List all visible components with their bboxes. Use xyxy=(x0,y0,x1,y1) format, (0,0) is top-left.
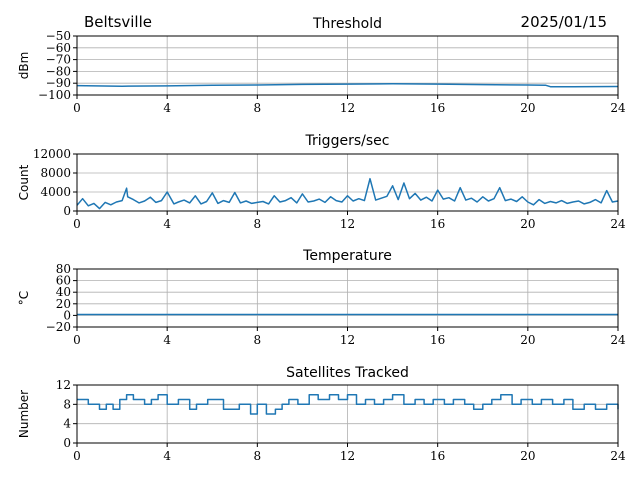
panel-1-y-tick-label-0: −100 xyxy=(38,88,71,102)
panel-2-x-tick-label-6: 24 xyxy=(610,217,626,231)
panel-4-series-line-0 xyxy=(77,393,619,415)
panel-2-x-tick-label-4: 16 xyxy=(430,217,445,231)
panel-2-x-tick-label-3: 12 xyxy=(340,217,355,231)
panel-4-x-tick-label-5: 20 xyxy=(520,449,535,463)
panel-1-x-tick-label-4: 16 xyxy=(430,101,445,115)
panel-4-x-tick-label-0: 0 xyxy=(73,449,81,463)
panel-3-y-tick-label-1: 0 xyxy=(63,308,71,322)
panel-2-x-tick-label-2: 8 xyxy=(254,217,262,231)
panel-4-x-tick-label-4: 16 xyxy=(430,449,445,463)
panel-3-y-tick-label-3: 40 xyxy=(56,285,71,299)
panel-4-y-tick-label-2: 8 xyxy=(63,397,71,411)
panel-1-title: Threshold xyxy=(312,16,382,32)
panel-1-x-tick-label-0: 0 xyxy=(73,101,81,115)
panel-2-y-tick-label-2: 8000 xyxy=(40,166,71,180)
panel-4-y-tick-label-1: 4 xyxy=(63,417,71,431)
panel-2-y-tick-label-0: 0 xyxy=(63,204,71,218)
panel-4-x-tick-label-1: 4 xyxy=(163,449,171,463)
panel-1-y-tick-label-3: −70 xyxy=(46,53,71,67)
panel-3-x-tick-label-5: 20 xyxy=(520,333,535,347)
panel-3-x-tick-label-3: 12 xyxy=(340,333,355,347)
panel-2-y-axis-label: Count xyxy=(17,164,31,200)
station-name: Beltsville xyxy=(84,13,152,31)
panel-3-x-tick-label-6: 24 xyxy=(610,333,626,347)
panel-3-y-tick-label-5: 80 xyxy=(56,262,71,276)
panel-1-y-tick-label-1: −90 xyxy=(46,76,71,90)
panel-2-title: Triggers/sec xyxy=(305,133,390,149)
panel-3-y-axis-label: °C xyxy=(17,291,31,305)
panel-3-y-tick-label-2: 20 xyxy=(56,297,71,311)
panel-1-y-tick-label-5: −50 xyxy=(46,29,71,43)
panel-3-x-tick-label-1: 4 xyxy=(163,333,171,347)
panel-4-title: Satellites Tracked xyxy=(286,365,409,381)
panel-3-y-tick-label-4: 60 xyxy=(56,274,71,288)
panel-1-y-axis-label: dBm xyxy=(17,52,31,80)
panel-3-x-tick-label-4: 16 xyxy=(430,333,445,347)
panel-2-series-line-0 xyxy=(76,177,619,210)
panel-4-x-tick-label-6: 24 xyxy=(610,449,626,463)
panel-4-y-axis-label: Number xyxy=(17,390,31,438)
panel-4-y-tick-label-0: 0 xyxy=(63,436,71,450)
panel-2-y-tick-label-3: 12000 xyxy=(33,147,71,161)
panel-1-x-tick-label-2: 8 xyxy=(254,101,262,115)
panel-1-x-tick-label-6: 24 xyxy=(610,101,626,115)
panel-3-y-tick-label-0: −20 xyxy=(46,320,71,334)
panel-3-title: Temperature xyxy=(302,248,392,264)
panel-2-x-tick-label-1: 4 xyxy=(163,217,171,231)
date-label: 2025/01/15 xyxy=(520,13,607,31)
panel-1-x-tick-label-5: 20 xyxy=(520,101,535,115)
panel-2-y-tick-label-1: 4000 xyxy=(40,185,71,199)
panel-2-x-tick-label-5: 20 xyxy=(520,217,535,231)
panel-4-x-tick-label-2: 8 xyxy=(254,449,262,463)
panel-3-x-tick-label-0: 0 xyxy=(73,333,81,347)
panel-4-y-tick-label-3: 12 xyxy=(56,378,71,392)
panel-1-y-tick-label-4: −60 xyxy=(46,41,71,55)
panel-1-y-tick-label-2: −80 xyxy=(46,64,71,78)
panel-1-series-line-0 xyxy=(76,83,619,88)
panel-2-x-tick-label-0: 0 xyxy=(73,217,81,231)
panel-4-x-tick-label-3: 12 xyxy=(340,449,355,463)
panel-3-x-tick-label-2: 8 xyxy=(254,333,262,347)
panel-1-x-tick-label-3: 12 xyxy=(340,101,355,115)
panel-1-x-tick-label-1: 4 xyxy=(163,101,171,115)
